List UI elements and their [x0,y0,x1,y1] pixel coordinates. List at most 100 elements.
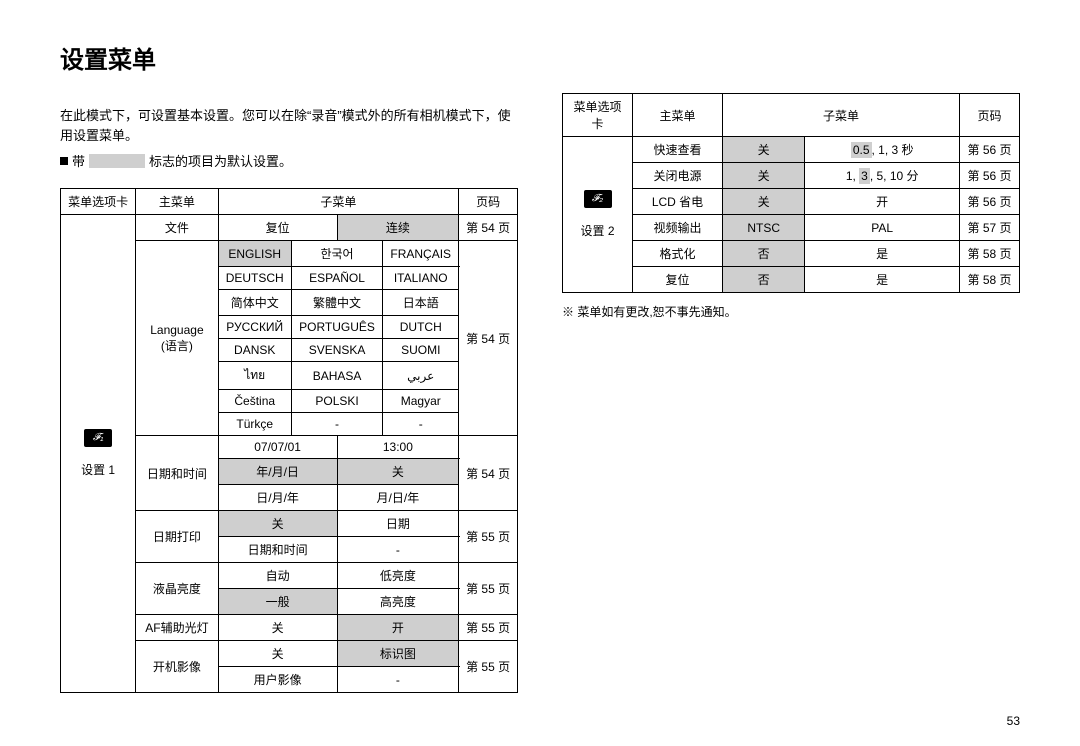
tab-cell: 𝓕₂设置 2 [563,137,633,293]
lang-c: РУССКИЙ [218,316,291,339]
af-main: AF辅助光灯 [136,615,218,641]
lb-c: 一般 [218,589,337,615]
si-c: 标识图 [337,641,459,667]
sub-cell: 否 [723,267,805,293]
lb-c: 高亮度 [337,589,459,615]
af-c: 开 [337,615,459,641]
file-page: 第 54 页 [459,215,518,241]
table-header-row: 菜单选项卡 主菜单 子菜单 页码 [563,94,1020,137]
bullet-icon [60,157,68,165]
sub-cell: 关 [723,137,805,163]
file-sub2: 连续 [337,215,459,241]
lang-c: ESPAÑOL [291,267,382,290]
dt-page: 第 54 页 [459,436,518,511]
af-page: 第 55 页 [459,615,518,641]
lb-c: 低亮度 [337,563,459,589]
sub-cell: 关 [723,163,805,189]
th-main: 主菜单 [136,189,218,215]
legend-suffix: 标志的项目为默认设置。 [149,151,292,170]
lang-c: DANSK [218,339,291,362]
sub-cell: 1, 3, 5, 10 分 [805,163,960,189]
th-tab: 菜单选项卡 [563,94,633,137]
si-page: 第 55 页 [459,641,518,693]
content-columns: 在此模式下，可设置基本设置。您可以在除“录音”模式外的所有相机模式下，使用设置菜… [60,93,1020,693]
page-cell: 第 56 页 [960,189,1020,215]
lang-c: 日本語 [383,290,459,316]
sub-cell: 开 [805,189,960,215]
lang-c: DUTCH [383,316,459,339]
ip-c: - [337,537,459,563]
lang-c: ไทย [218,362,291,390]
ip-c: 日期和时间 [218,537,337,563]
lang-c: - [383,413,459,436]
ip-c: 关 [218,511,337,537]
lang-c: Magyar [383,390,459,413]
lang-c: 한국어 [291,241,382,267]
page-number: 53 [1007,714,1020,728]
sub-cell: 是 [805,241,960,267]
page-cell: 第 58 页 [960,241,1020,267]
settings-table-1: 菜单选项卡 主菜单 子菜单 页码 𝓕₁ 设置 1 文件 复位 连续 第 54 页… [60,188,518,693]
th-sub: 子菜单 [218,189,459,215]
lang-c: FRANÇAIS [383,241,459,267]
page-cell: 第 58 页 [960,267,1020,293]
lang-c: Čeština [218,390,291,413]
si-c: 用户影像 [218,667,337,693]
dt-c: 月/日/年 [337,485,459,511]
page-cell: 第 57 页 [960,215,1020,241]
file-row: 𝓕₁ 设置 1 文件 复位 连续 第 54 页 [61,215,518,241]
main-cell: 快速查看 [633,137,723,163]
dt-main: 日期和时间 [136,436,218,511]
lang-c: عربي [383,362,459,390]
file-main: 文件 [136,215,218,241]
lang-c: Türkçe [218,413,291,436]
lb-page: 第 55 页 [459,563,518,615]
table-row: 𝓕₂设置 2快速查看关0.5, 1, 3 秒第 56 页 [563,137,1020,163]
lang-c: SUOMI [383,339,459,362]
lang-c: 繁體中文 [291,290,382,316]
dt-c: 年/月/日 [218,459,337,485]
main-cell: 格式化 [633,241,723,267]
table-header-row: 菜单选项卡 主菜单 子菜单 页码 [61,189,518,215]
dt-c: 07/07/01 [218,436,337,459]
left-column: 在此模式下，可设置基本设置。您可以在除“录音”模式外的所有相机模式下，使用设置菜… [60,93,518,693]
file-sub1: 复位 [218,215,337,241]
right-column: 菜单选项卡 主菜单 子菜单 页码 𝓕₂设置 2快速查看关0.5, 1, 3 秒第… [562,93,1020,693]
intro-text: 在此模式下，可设置基本设置。您可以在除“录音”模式外的所有相机模式下，使用设置菜… [60,106,518,145]
th-tab: 菜单选项卡 [61,189,136,215]
ip-main: 日期打印 [136,511,218,563]
legend: 带 标志的项目为默认设置。 [60,151,518,170]
lang-c: POLSKI [291,390,382,413]
page-title: 设置菜单 [60,40,1020,75]
main-cell: 视频输出 [633,215,723,241]
lang-c: SVENSKA [291,339,382,362]
wrench-icon: 𝓕₂ [584,190,612,208]
si-main: 开机影像 [136,641,218,693]
si-c: 关 [218,641,337,667]
dt-c: 关 [337,459,459,485]
main-cell: LCD 省电 [633,189,723,215]
sub-cell: 0.5, 1, 3 秒 [805,137,960,163]
sub-cell: NTSC [723,215,805,241]
af-c: 关 [218,615,337,641]
sub-cell: 否 [723,241,805,267]
lang-main: Language (语言) [136,241,218,436]
lb-main: 液晶亮度 [136,563,218,615]
dt-c: 13:00 [337,436,459,459]
page-cell: 第 56 页 [960,137,1020,163]
lang-c: ENGLISH [218,241,291,267]
lang-c: DEUTSCH [218,267,291,290]
lang-c: ITALIANO [383,267,459,290]
th-page: 页码 [960,94,1020,137]
legend-prefix: 带 [72,151,85,170]
page-cell: 第 56 页 [960,163,1020,189]
th-sub: 子菜单 [723,94,960,137]
lang-c: BAHASA [291,362,382,390]
lang-c: - [291,413,382,436]
lang-page: 第 54 页 [459,241,518,436]
th-page: 页码 [459,189,518,215]
main-cell: 复位 [633,267,723,293]
tab-cell: 𝓕₁ 设置 1 [61,215,136,693]
sub-cell: 关 [723,189,805,215]
dt-c: 日/月/年 [218,485,337,511]
